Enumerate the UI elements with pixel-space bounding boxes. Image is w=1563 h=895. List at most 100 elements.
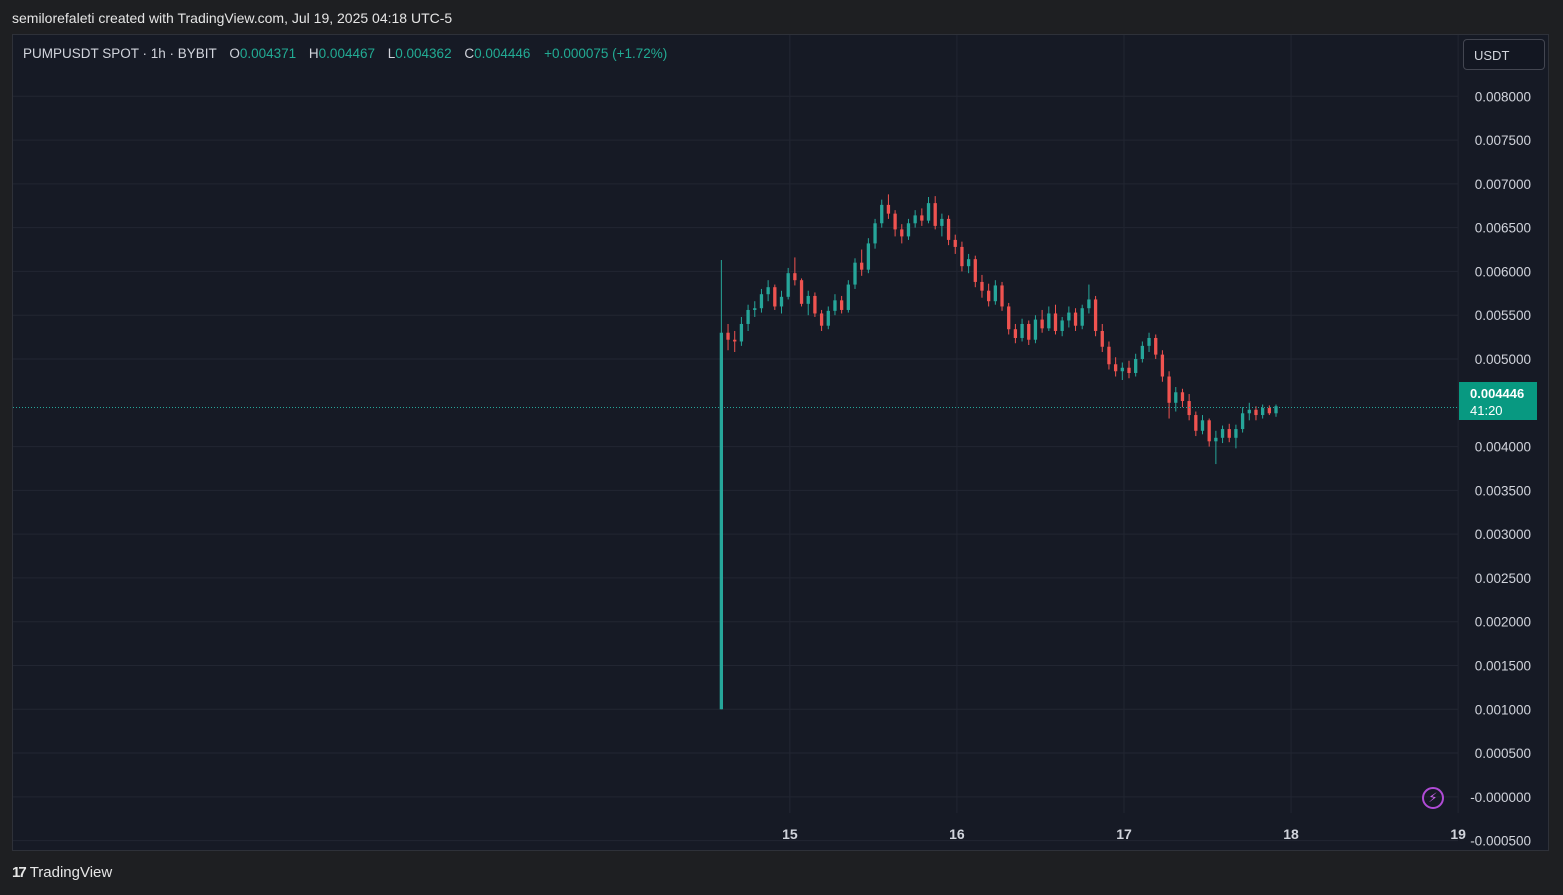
candle-body — [1160, 354, 1165, 377]
candle-up — [906, 218, 911, 240]
y-tick-label: 0.002000 — [1475, 615, 1531, 630]
candle-up — [739, 316, 744, 346]
candle-up — [866, 238, 871, 274]
candle-body — [1254, 409, 1258, 416]
candle-up — [1240, 407, 1245, 433]
candle-up — [786, 267, 790, 300]
candle-up — [1174, 387, 1178, 412]
candle-body — [973, 259, 977, 282]
candle-up — [1214, 430, 1218, 465]
candle-up — [1087, 284, 1091, 314]
candle-down — [893, 210, 897, 237]
candle-body — [1214, 437, 1218, 442]
candle-body — [1013, 329, 1018, 338]
currency-button[interactable]: USDT — [1463, 39, 1545, 70]
candle-down — [733, 330, 737, 352]
x-tick-label: 16 — [949, 826, 965, 842]
candle-up — [1060, 316, 1064, 337]
candle-up — [1020, 318, 1024, 342]
y-tick-label: 0.000500 — [1475, 746, 1531, 761]
candle-down — [813, 292, 817, 317]
candle-body — [906, 223, 911, 237]
y-tick-label: 0.003000 — [1475, 527, 1531, 542]
candle-up — [913, 210, 917, 228]
symbol-label[interactable]: PUMPUSDT SPOT · 1h · BYBIT — [23, 46, 217, 61]
candle-up — [753, 301, 757, 317]
y-tick-label: 0.007500 — [1475, 133, 1531, 148]
candle-up — [1134, 353, 1138, 377]
candle-body — [893, 213, 897, 230]
candle-body — [753, 308, 757, 310]
candle-body — [913, 215, 917, 224]
candle-body — [860, 262, 864, 270]
candle-body — [833, 300, 837, 311]
candle-down — [1267, 405, 1271, 416]
x-tick-label: 15 — [782, 826, 798, 842]
change-value: +0.000075 (+1.72%) — [544, 46, 668, 61]
candle-body — [1120, 367, 1124, 372]
candle-body — [1260, 408, 1265, 416]
candle-body — [946, 218, 951, 240]
candle-body — [1194, 415, 1198, 431]
candle-body — [1180, 392, 1185, 402]
close-label: C — [464, 46, 475, 61]
chart-pane[interactable]: 0.008000 0.007500 0.007000 0.006500 0.006000… — [12, 34, 1549, 851]
candle-down — [933, 196, 937, 230]
candle-body — [1033, 319, 1038, 340]
candle-body — [839, 300, 844, 310]
candle-down — [1194, 411, 1198, 437]
lightning-icon[interactable]: ⚡ — [1422, 787, 1444, 809]
candle-down — [987, 283, 991, 307]
candle-up — [806, 290, 810, 316]
y-tick-label: 0.008000 — [1475, 89, 1531, 104]
candle-down — [726, 323, 730, 351]
candle-up — [846, 280, 850, 313]
tradingview-brand: TradingView — [29, 864, 113, 881]
candle-down — [1227, 423, 1231, 443]
last-price-value: 0.004446 — [1470, 386, 1525, 401]
candle-down — [1127, 360, 1131, 379]
candle-body — [1200, 420, 1205, 431]
candle-up — [1067, 306, 1071, 328]
price-chart[interactable]: 0.008000 0.007500 0.007000 0.006500 0.006000… — [13, 35, 1549, 851]
candle-down — [1180, 388, 1185, 408]
candle-body — [1207, 420, 1211, 442]
candle-up — [1047, 306, 1051, 331]
candle-body — [819, 313, 824, 326]
candle-body — [1113, 364, 1118, 372]
candle-up — [1120, 362, 1124, 381]
candle-body — [853, 262, 857, 285]
y-tick-label: 0.006500 — [1475, 221, 1531, 236]
candle-down — [920, 208, 924, 226]
candle-down — [1007, 302, 1011, 335]
y-tick-label: 0.001000 — [1475, 702, 1531, 717]
candle-body — [1154, 337, 1158, 355]
candle-up — [1140, 341, 1145, 363]
x-tick-label: 17 — [1116, 826, 1132, 842]
candle-body — [940, 218, 944, 226]
tradingview-logo: 17 TradingView — [12, 864, 112, 881]
candle-body — [1020, 323, 1024, 338]
candle-up — [873, 218, 877, 249]
candle-body — [886, 204, 891, 214]
y-tick-label: 0.006000 — [1475, 264, 1531, 279]
grid-lines — [13, 35, 1459, 842]
candle-body — [873, 223, 877, 244]
candle-body — [1067, 312, 1071, 321]
candle-down — [860, 249, 864, 276]
last-price-badge: 0.004446 41:20 — [1459, 382, 1537, 420]
ohlc-legend[interactable]: PUMPUSDT SPOT · 1h · BYBIT O0.004371 H0.… — [23, 46, 667, 61]
candle-down — [1100, 323, 1104, 352]
candle-body — [880, 204, 884, 224]
candle-up — [1220, 425, 1225, 444]
candle-down — [973, 255, 977, 288]
candle-body — [806, 295, 810, 304]
candle-body — [966, 259, 971, 267]
candle-down — [1093, 295, 1098, 337]
candle-body — [1000, 285, 1004, 307]
y-tick-label: -0.000500 — [1470, 834, 1531, 849]
candle-body — [799, 280, 804, 304]
candle-body — [1167, 376, 1171, 403]
candle-body — [1093, 299, 1098, 331]
candle-body — [1247, 409, 1251, 414]
